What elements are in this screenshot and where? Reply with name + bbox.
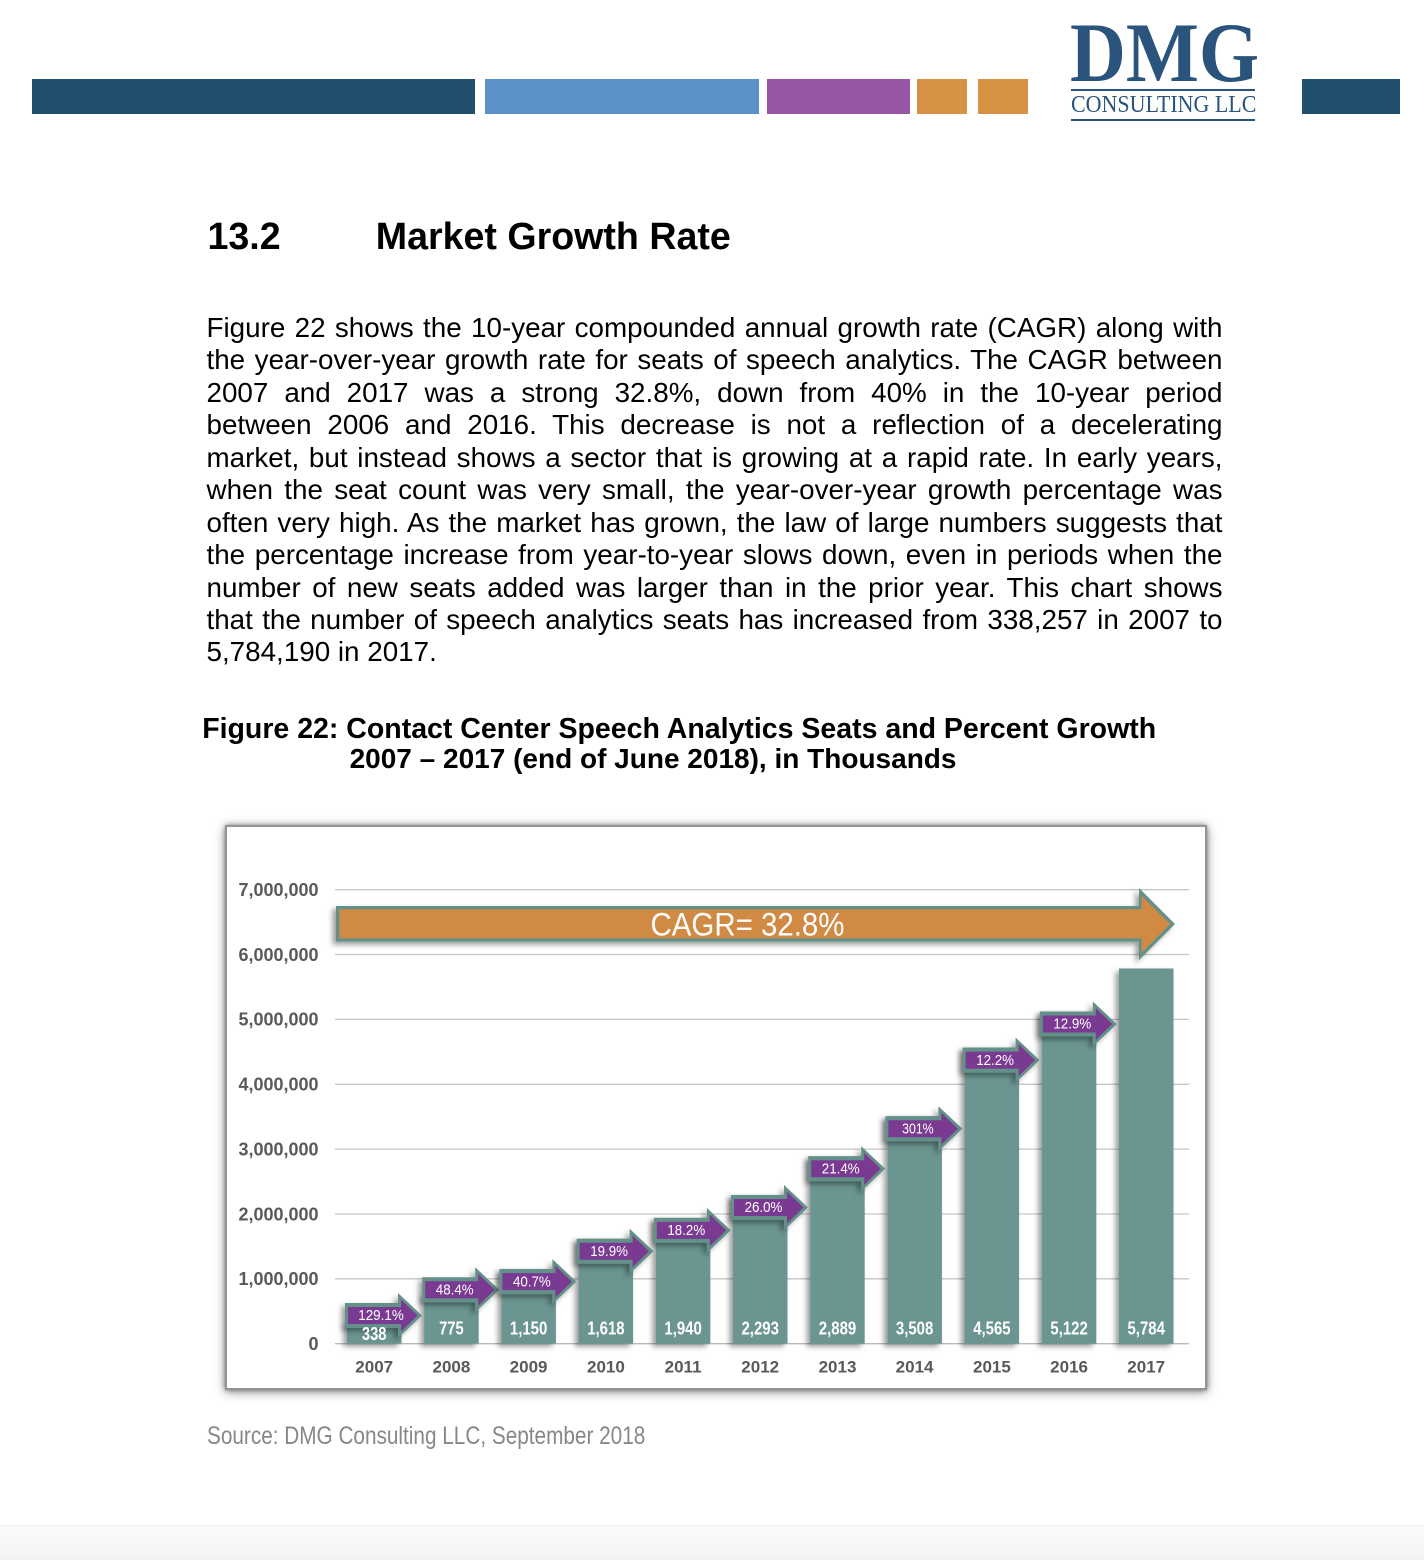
svg-text:2,000,000: 2,000,000 xyxy=(239,1204,319,1224)
svg-text:2007: 2007 xyxy=(355,1358,393,1377)
svg-text:4,565: 4,565 xyxy=(973,1318,1010,1338)
svg-text:2014: 2014 xyxy=(896,1358,934,1377)
svg-text:129.1%: 129.1% xyxy=(358,1307,404,1324)
svg-text:2017: 2017 xyxy=(1127,1358,1165,1377)
svg-text:2008: 2008 xyxy=(432,1358,470,1377)
svg-text:775: 775 xyxy=(439,1318,464,1338)
svg-text:12.2%: 12.2% xyxy=(976,1052,1014,1069)
svg-text:2015: 2015 xyxy=(973,1358,1011,1377)
svg-text:1,618: 1,618 xyxy=(587,1318,624,1338)
svg-text:2011: 2011 xyxy=(665,1358,702,1377)
svg-text:1,000,000: 1,000,000 xyxy=(239,1269,319,1289)
svg-text:2016: 2016 xyxy=(1050,1358,1088,1377)
svg-text:338: 338 xyxy=(362,1324,387,1344)
svg-text:5,122: 5,122 xyxy=(1050,1318,1087,1338)
svg-text:7,000,000: 7,000,000 xyxy=(239,880,319,900)
svg-text:2,293: 2,293 xyxy=(742,1318,779,1338)
svg-text:CAGR= 32.8%: CAGR= 32.8% xyxy=(651,906,845,942)
svg-text:2,889: 2,889 xyxy=(819,1318,856,1338)
svg-text:3,000,000: 3,000,000 xyxy=(239,1139,319,1159)
svg-text:2010: 2010 xyxy=(587,1358,625,1377)
svg-text:2013: 2013 xyxy=(819,1358,857,1377)
svg-text:1,150: 1,150 xyxy=(510,1318,547,1338)
svg-text:5,784: 5,784 xyxy=(1128,1318,1165,1338)
svg-text:48.4%: 48.4% xyxy=(436,1282,474,1299)
svg-text:12.9%: 12.9% xyxy=(1053,1016,1091,1033)
svg-text:18.2%: 18.2% xyxy=(667,1222,705,1239)
svg-text:5,000,000: 5,000,000 xyxy=(239,1010,319,1030)
svg-text:19.9%: 19.9% xyxy=(590,1243,628,1260)
svg-text:301%: 301% xyxy=(902,1120,934,1137)
svg-text:4,000,000: 4,000,000 xyxy=(239,1075,319,1095)
svg-text:1,940: 1,940 xyxy=(664,1318,701,1338)
svg-text:2012: 2012 xyxy=(741,1358,779,1377)
svg-text:3,508: 3,508 xyxy=(896,1318,933,1338)
svg-text:26.0%: 26.0% xyxy=(745,1199,783,1216)
svg-text:0: 0 xyxy=(308,1334,318,1354)
svg-text:2009: 2009 xyxy=(510,1358,548,1377)
svg-text:6,000,000: 6,000,000 xyxy=(239,945,319,965)
svg-text:21.4%: 21.4% xyxy=(822,1161,860,1178)
svg-text:40.7%: 40.7% xyxy=(513,1273,551,1290)
